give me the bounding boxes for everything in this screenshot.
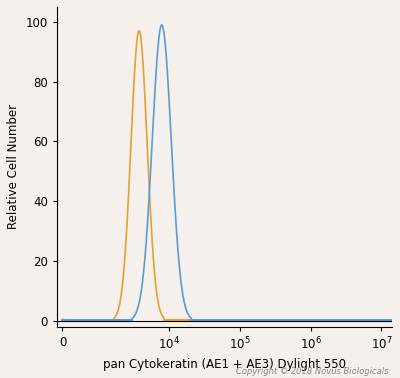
X-axis label: pan Cytokeratin (AE1 + AE3) Dylight 550: pan Cytokeratin (AE1 + AE3) Dylight 550	[103, 358, 346, 371]
Y-axis label: Relative Cell Number: Relative Cell Number	[7, 104, 20, 229]
Text: Copyright © 2018 Novus Biologicals: Copyright © 2018 Novus Biologicals	[236, 367, 388, 376]
